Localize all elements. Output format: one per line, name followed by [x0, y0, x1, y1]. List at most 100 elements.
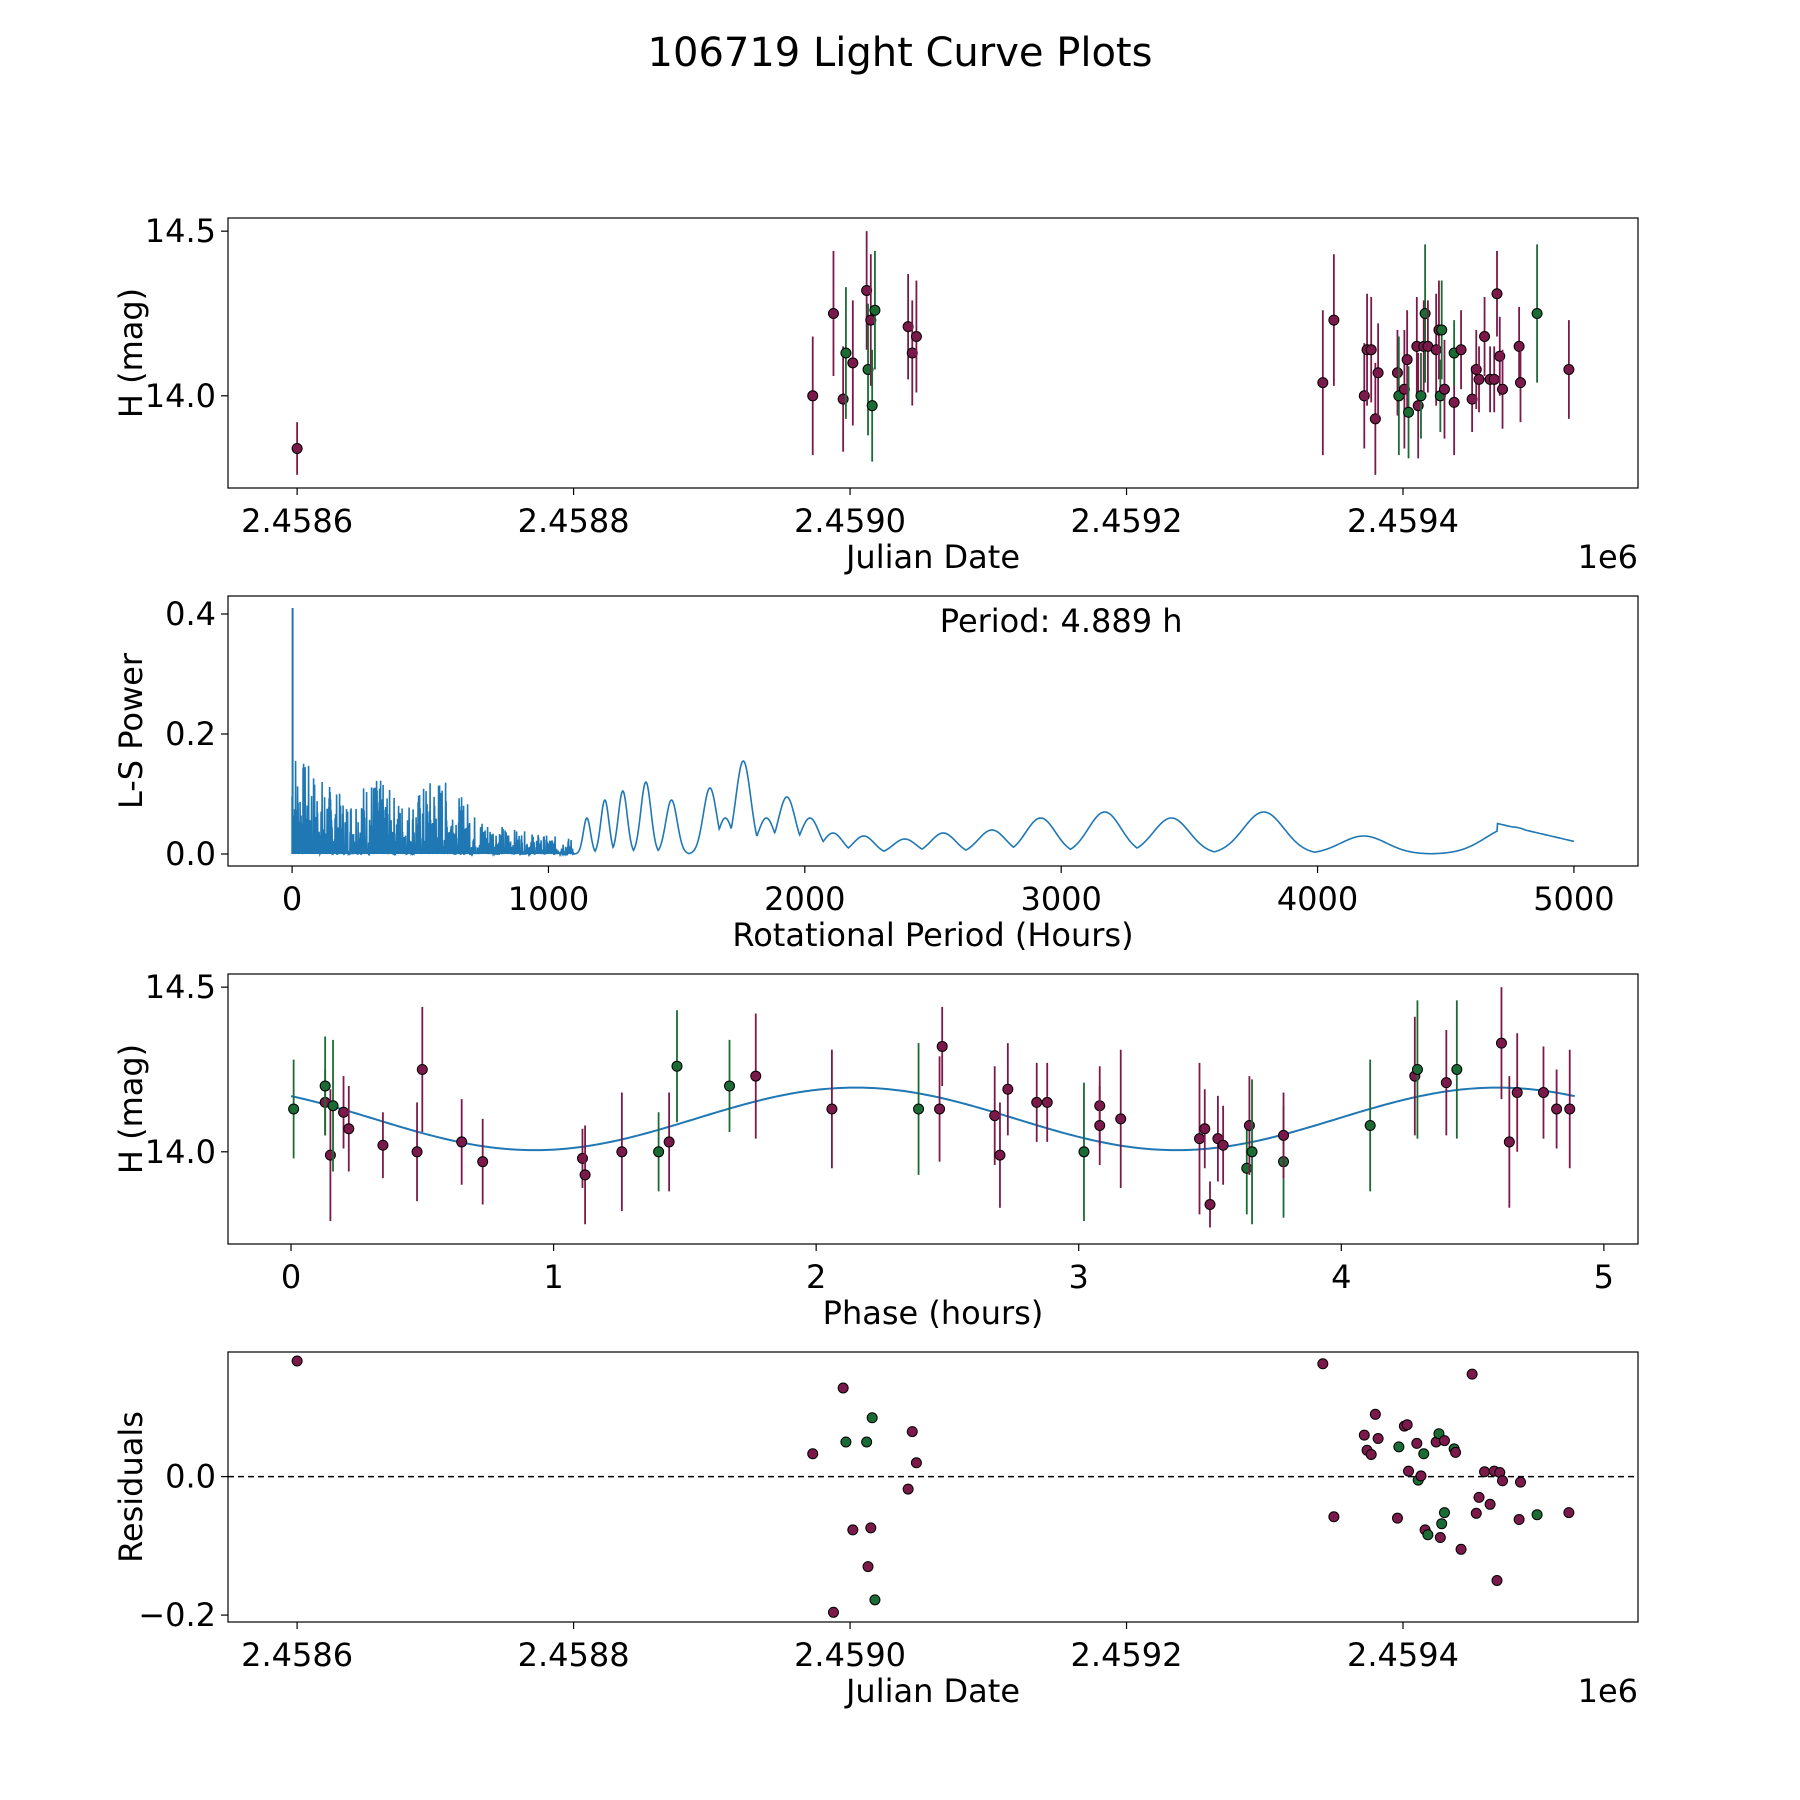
data-point — [1563, 1507, 1575, 1519]
data-point — [456, 1136, 468, 1148]
x-offset-label: 1e6 — [1578, 538, 1638, 576]
y-tick-label: 0.2 — [165, 715, 216, 753]
x-tick-label: 4 — [1331, 1258, 1351, 1296]
data-point — [1537, 1087, 1549, 1099]
data-point — [1328, 314, 1340, 326]
axes-frame — [227, 217, 1639, 489]
data-point — [411, 1146, 423, 1158]
data-point — [1531, 307, 1543, 319]
data-point — [1497, 383, 1509, 395]
data-point — [1418, 1448, 1430, 1460]
data-point — [1115, 1113, 1127, 1125]
axes-frame — [227, 1351, 1639, 1623]
x-tick-label: 5000 — [1533, 880, 1614, 918]
data-point — [724, 1080, 736, 1092]
data-point — [1479, 331, 1491, 343]
data-point — [1451, 1063, 1463, 1075]
panel-residuals: 2.4586 2.4588 2.4590 2.4592 2.4594 −0.2 0.0 Jul… — [112, 1351, 1639, 1710]
x-tick-label: 3 — [1069, 1258, 1089, 1296]
data-point — [906, 1426, 918, 1438]
data-point — [1491, 1574, 1503, 1586]
data-point — [847, 357, 859, 369]
data-point — [1515, 1476, 1526, 1488]
data-point — [1495, 1037, 1507, 1049]
x-tick-label: 0 — [281, 1258, 301, 1296]
y-tick-label: 14.0 — [145, 377, 216, 415]
y-tick-label: −0.2 — [138, 1596, 216, 1634]
y-tick-label: 0.4 — [165, 595, 216, 633]
x-tick-label: 2.4594 — [1347, 502, 1459, 540]
data-point — [910, 331, 922, 343]
data-point — [1473, 373, 1485, 385]
data-point — [1372, 1433, 1384, 1445]
data-point — [1415, 1470, 1427, 1482]
data-point — [288, 1103, 300, 1115]
data-point — [1317, 377, 1329, 389]
data-point — [653, 1146, 665, 1158]
data-point — [1491, 288, 1503, 300]
data-point — [1403, 406, 1415, 418]
data-point — [616, 1146, 628, 1158]
data-point — [663, 1136, 675, 1148]
data-point — [1470, 1507, 1482, 1519]
x-tick-label: 2.4586 — [241, 1636, 353, 1674]
data-point — [1513, 340, 1525, 352]
y-axis-label: H (mag) — [112, 288, 150, 418]
plot-area — [288, 987, 1576, 1228]
period-annotation: Period: 4.889 h — [940, 602, 1183, 640]
data-point — [1511, 1087, 1523, 1099]
data-point — [840, 347, 852, 359]
periodogram-line — [291, 760, 1575, 858]
data-point — [1401, 1419, 1413, 1431]
x-offset-label: 1e6 — [1578, 1672, 1638, 1710]
data-point — [1002, 1083, 1014, 1095]
data-point — [1531, 1509, 1543, 1521]
fourier-model-curve — [290, 1086, 1575, 1152]
axes-frame — [227, 595, 1639, 867]
data-point — [989, 1110, 1001, 1122]
data-point — [1440, 1077, 1452, 1089]
data-point — [377, 1139, 389, 1151]
x-tick-label: 2.4588 — [518, 1636, 630, 1674]
data-point — [1391, 367, 1403, 379]
data-point — [1466, 1368, 1478, 1380]
data-point — [338, 1106, 350, 1118]
data-point — [416, 1063, 428, 1075]
data-point — [1372, 367, 1384, 379]
x-tick-label: 4000 — [1277, 880, 1358, 918]
x-tick-label: 1000 — [508, 880, 589, 918]
data-point — [1513, 1514, 1525, 1526]
y-tick-label: 14.5 — [145, 968, 216, 1006]
y-tick-label: 14.0 — [145, 1133, 216, 1171]
x-tick-label: 2.4590 — [794, 502, 906, 540]
data-point — [1369, 1408, 1381, 1420]
data-point — [826, 1103, 838, 1115]
data-point — [477, 1156, 489, 1168]
data-point — [807, 1448, 819, 1460]
data-point — [327, 1100, 339, 1112]
data-point — [291, 1355, 303, 1367]
data-point — [1317, 1358, 1329, 1370]
data-point — [994, 1149, 1006, 1161]
data-point — [1436, 324, 1448, 336]
x-tick-label: 2000 — [764, 880, 845, 918]
y-axis-label: Residuals — [112, 1411, 150, 1563]
data-point — [1503, 1136, 1515, 1148]
data-point — [1278, 1129, 1290, 1141]
data-point — [902, 1483, 914, 1495]
data-point — [1563, 363, 1575, 375]
data-point — [1484, 1498, 1496, 1510]
x-tick-label: 0 — [282, 880, 302, 918]
x-axis-label: Julian Date — [844, 538, 1020, 576]
data-point — [847, 1524, 859, 1536]
data-point — [1455, 1543, 1467, 1555]
data-point — [1438, 383, 1450, 395]
data-point — [1041, 1096, 1053, 1108]
data-point — [1515, 377, 1526, 389]
data-point — [1393, 1441, 1405, 1453]
axes-frame — [227, 973, 1639, 1245]
x-tick-label: 2.4592 — [1071, 502, 1183, 540]
data-point — [869, 304, 881, 316]
data-point — [913, 1103, 925, 1115]
